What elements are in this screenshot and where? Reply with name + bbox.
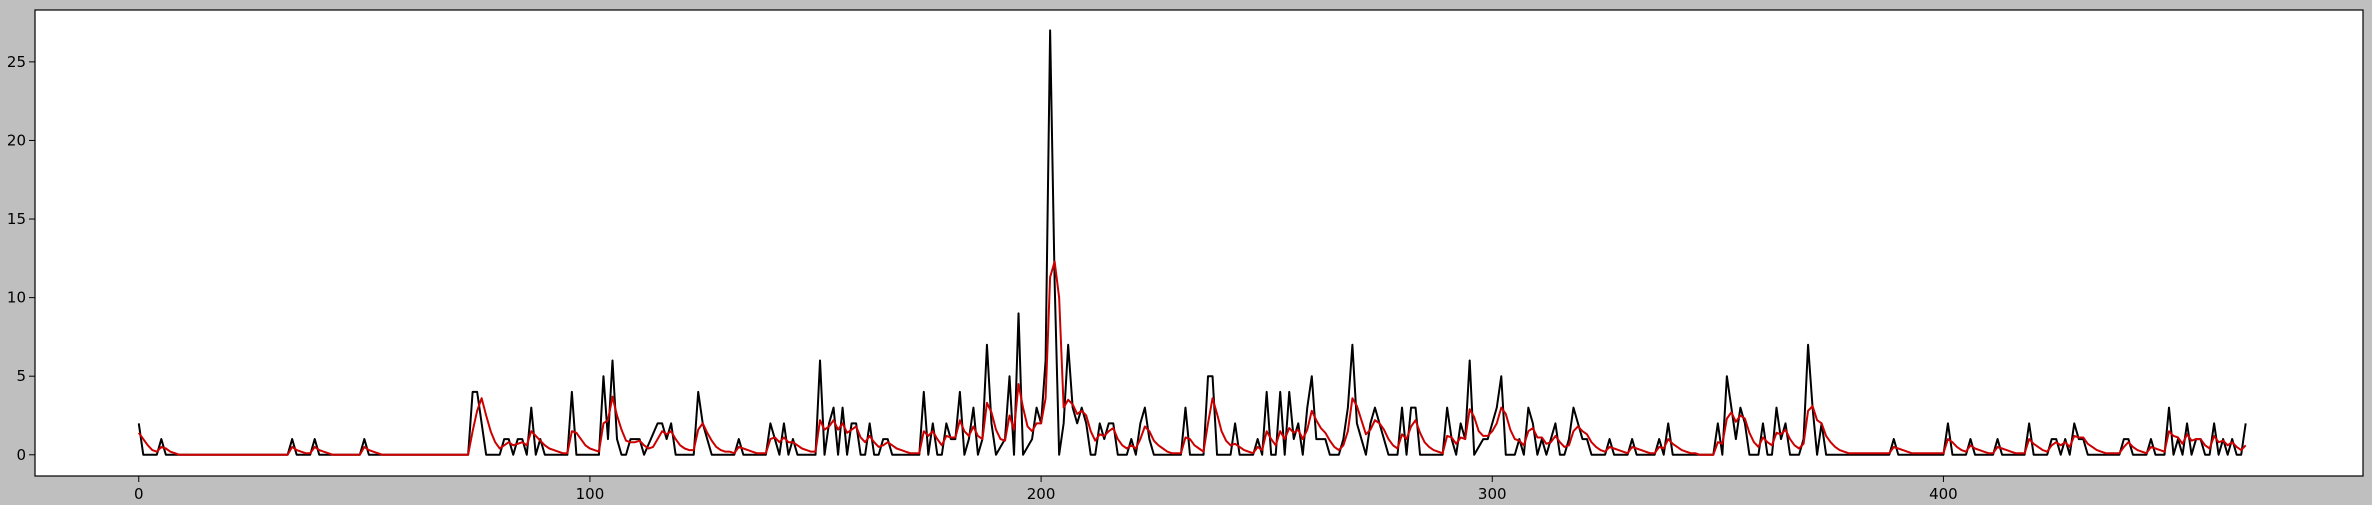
- y-tick-label: 20: [7, 131, 26, 149]
- y-axis-ticks: 0 5 10 15 20 25: [7, 53, 35, 464]
- series-line-1: [137, 260, 2247, 456]
- x-tick-label: 400: [1929, 485, 1958, 503]
- series-line-0: [137, 29, 2247, 456]
- y-tick-label: 10: [7, 289, 26, 307]
- x-tick-label: 100: [576, 485, 605, 503]
- plot-area: [34, 9, 2364, 477]
- series-layer: [137, 29, 2247, 456]
- x-tick-label: 0: [134, 485, 144, 503]
- y-tick-label: 0: [16, 446, 26, 464]
- x-axis-ticks: 0 100 200 300 400: [134, 476, 1958, 503]
- y-tick-label: 25: [7, 53, 26, 71]
- x-tick-label: 200: [1027, 485, 1056, 503]
- x-tick-label: 300: [1478, 485, 1507, 503]
- y-tick-label: 15: [7, 210, 26, 228]
- y-tick-label: 5: [16, 367, 26, 385]
